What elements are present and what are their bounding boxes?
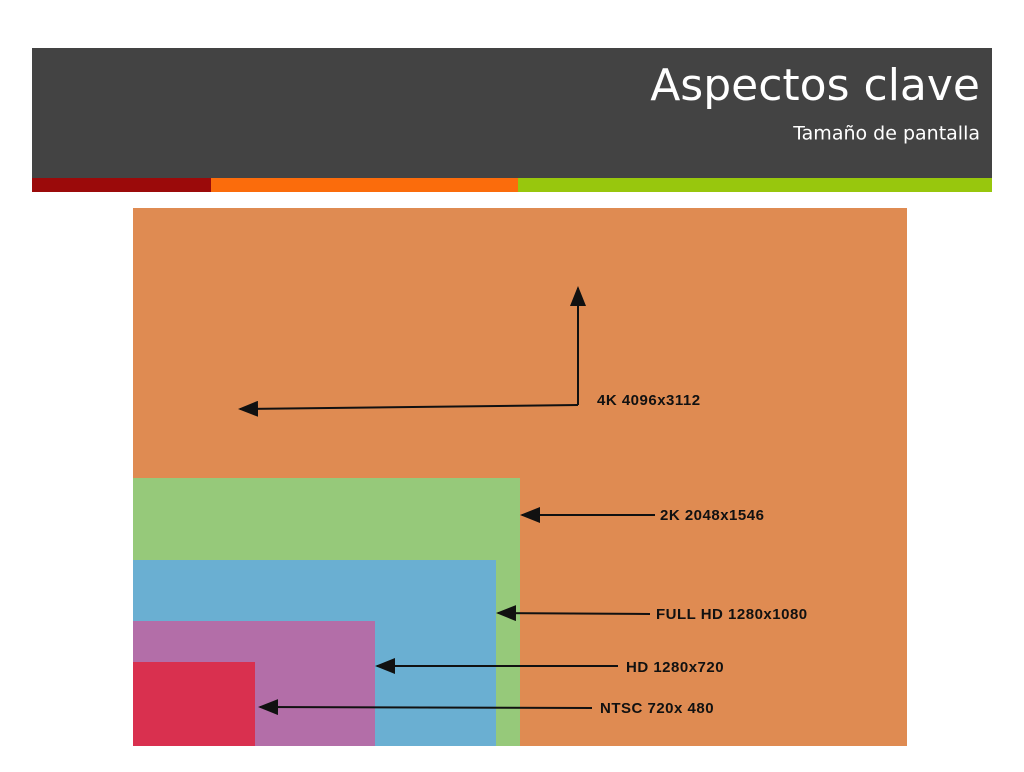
arrow xyxy=(238,400,579,417)
accent-green xyxy=(518,178,992,192)
arrow xyxy=(496,605,651,622)
subtitle: Tamaño de pantalla xyxy=(792,123,980,145)
title: Aspectos clave xyxy=(650,60,980,111)
label: 2K 2048x1546 xyxy=(660,507,764,524)
label: HD 1280x720 xyxy=(626,659,724,676)
label: NTSC 720x 480 xyxy=(600,700,714,717)
label: FULL HD 1280x1080 xyxy=(656,606,808,623)
accent-orange xyxy=(211,178,518,192)
label: 4K 4096x3112 xyxy=(597,392,701,409)
header-bar xyxy=(32,48,992,178)
accent-red xyxy=(32,178,211,192)
area-ntsc xyxy=(133,662,255,746)
arrow xyxy=(258,699,593,716)
